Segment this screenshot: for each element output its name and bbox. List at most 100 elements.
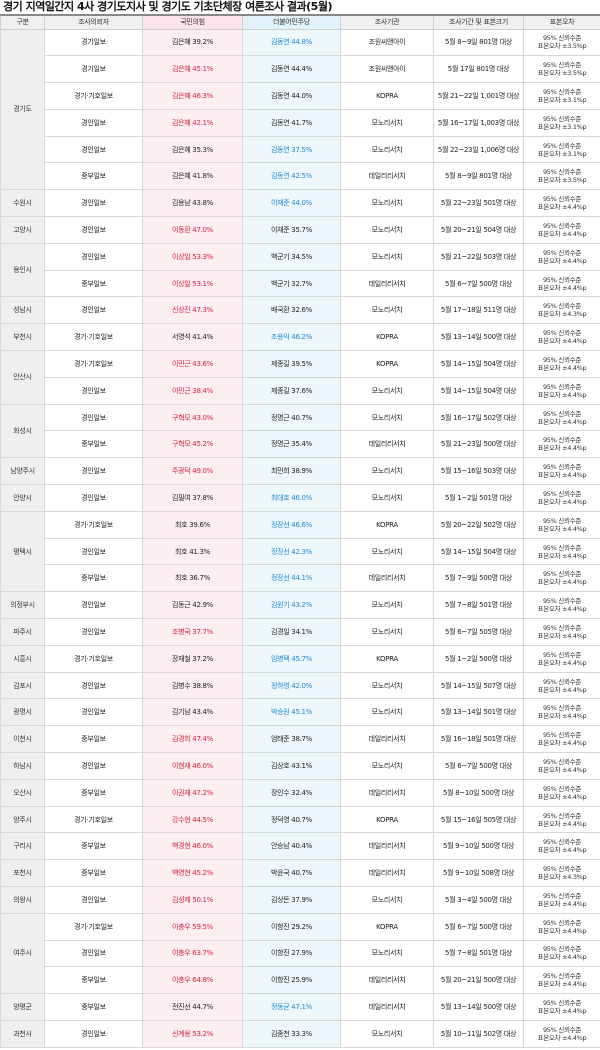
sampling-error: 표본오차 ±4.4%p <box>537 631 587 640</box>
sampling-error: 표본오차 ±4.4%p <box>537 1007 587 1016</box>
period-sample-cell: 5월 8~9일 801명 대상 <box>433 28 524 57</box>
table-row: 안산시 경기·기호일보 이민근 43.6% 제종길 39.5% KOPRA 5월 14~1… <box>0 350 600 405</box>
client-cell: 중부일보 <box>44 269 143 298</box>
sampling-error: 표본오차 ±4.4%p <box>537 685 587 694</box>
margin-of-error-cell: 95% 신뢰수준 표본오차 ±4.4%p <box>523 269 600 298</box>
confidence-level: 95% 신뢰수준 <box>542 463 582 472</box>
table-row: 구리시 중부일보 백경현 46.0% 안승남 40.4% 데일리리서치 5월 9~10일 … <box>0 832 600 861</box>
sampling-error: 표본오차 ±3.5%p <box>537 42 587 51</box>
margin-of-error-cell: 95% 신뢰수준 표본오차 ±4.4%p <box>523 457 600 486</box>
client-cell: 경인일보 <box>44 752 143 780</box>
agency-cell: 모노리서치 <box>340 752 434 780</box>
margin-of-error-cell: 95% 신뢰수준 표본오차 ±4.4%p <box>523 993 600 1021</box>
margin-of-error-cell: 95% 신뢰수준 표본오차 ±3.1%p <box>523 108 600 137</box>
client-cell: 경인일보 <box>44 939 143 968</box>
table-row: 성남시 경인일보 신상진 47.3% 배국환 32.6% 모노리서치 5월 17~18일 … <box>0 296 600 325</box>
region-cell: 김포시 <box>0 671 45 700</box>
confidence-level: 95% 신뢰수준 <box>542 999 582 1008</box>
client-cell: 중부일보 <box>44 993 143 1021</box>
region-cell: 하남시 <box>0 752 45 780</box>
sampling-error: 표본오차 ±4.4%p <box>537 953 587 962</box>
margin-of-error-cell: 95% 신뢰수준 표본오차 ±4.4%p <box>523 805 600 834</box>
ppp-candidate-cell: 백영현 45.2% <box>142 859 243 887</box>
confidence-level: 95% 신뢰수준 <box>542 195 582 204</box>
democratic-candidate-cell: 김원기 43.2% <box>242 591 341 620</box>
margin-of-error-cell: 95% 신뢰수준 표본오차 ±3.1%p <box>523 82 600 110</box>
region-cell: 오산시 <box>0 778 45 807</box>
sampling-error: 표본오차 ±4.4%p <box>537 739 587 748</box>
client-cell: 경인일보 <box>44 457 143 486</box>
sampling-error: 표본오차 ±3.1%p <box>537 95 587 104</box>
region-cell: 시흥시 <box>0 644 45 673</box>
confidence-level: 95% 신뢰수준 <box>542 891 582 900</box>
agency-cell: 모노리서치 <box>340 242 434 271</box>
sampling-error: 표본오차 ±4.4%p <box>537 712 587 721</box>
table-row: 과천시 경인일보 신계용 53.2% 김종천 33.3% 모노리서치 5월 10~11일 … <box>0 1019 600 1048</box>
client-cell: 경인일보 <box>44 108 143 137</box>
agency-cell: 모노리서치 <box>340 457 434 486</box>
margin-of-error-cell: 95% 신뢰수준 표본오차 ±4.4%p <box>523 350 600 378</box>
period-sample-cell: 5월 22~23일 1,006명 대상 <box>433 135 524 164</box>
header-ppp: 국민의힘 <box>142 14 243 30</box>
table-row: 경기·기호일보 김은혜 46.3% 김동연 44.0% KOPRA 5월 21~22일 … <box>1 82 600 110</box>
period-sample-cell: 5월 16~18일 501명 대상 <box>433 725 524 754</box>
region-cell: 경기도 <box>0 28 45 191</box>
sampling-error: 표본오차 ±4.4%p <box>537 417 587 426</box>
region-cell: 의왕시 <box>0 886 45 914</box>
ppp-candidate-cell: 최호 39.6% <box>142 510 243 539</box>
period-sample-cell: 5월 17~18일 511명 대상 <box>433 296 524 325</box>
confidence-level: 95% 신뢰수준 <box>542 302 582 311</box>
client-cell: 경기·기호일보 <box>44 510 143 539</box>
client-cell: 중부일보 <box>44 778 143 807</box>
ppp-candidate-cell: 이상일 53.1% <box>142 269 243 298</box>
agency-cell: 데일리리서치 <box>340 430 434 459</box>
table-row: 중부일보 김은혜 41.8% 김동연 42.5% 데일리리서치 5월 8~9일 801명… <box>1 162 600 191</box>
democratic-candidate-cell: 최대호 46.0% <box>242 484 341 512</box>
margin-of-error-cell: 95% 신뢰수준 표본오차 ±3.5%p <box>523 55 600 84</box>
margin-of-error-cell: 95% 신뢰수준 표본오차 ±4.4%p <box>523 618 600 646</box>
table-row: 경인일보 김은혜 35.3% 김동연 37.5% 모노리서치 5월 22~23일 1,0… <box>1 135 600 164</box>
client-cell: 경인일보 <box>44 189 143 218</box>
ppp-candidate-cell: 이민근 38.4% <box>142 376 243 405</box>
period-sample-cell: 5월 6~7일 505명 대상 <box>433 618 524 646</box>
ppp-candidate-cell: 김병수 38.8% <box>142 671 243 700</box>
region-cell: 여주시 <box>0 912 45 995</box>
sampling-error: 표본오차 ±4.4%p <box>537 899 587 908</box>
democratic-candidate-cell: 이항진 27.9% <box>242 939 341 968</box>
confidence-level: 95% 신뢰수준 <box>542 1025 582 1034</box>
client-cell: 경인일보 <box>44 376 143 405</box>
democratic-candidate-cell: 정동균 47.1% <box>242 993 341 1021</box>
period-sample-cell: 5월 21~22일 503명 대상 <box>433 242 524 271</box>
democratic-candidate-cell: 배국환 32.6% <box>242 296 341 325</box>
table-row: 이천시 중부일보 김경희 47.4% 엄태준 38.7% 데일리리서치 5월 16~18일… <box>0 725 600 754</box>
period-sample-cell: 5월 14~15일 504명 대상 <box>433 350 524 378</box>
period-sample-cell: 5월 22~23일 501명 대상 <box>433 189 524 218</box>
ppp-candidate-cell: 김은혜 35.3% <box>142 135 243 164</box>
margin-of-error-cell: 95% 신뢰수준 표본오차 ±4.4%p <box>523 939 600 968</box>
sampling-error: 표본오차 ±3.5%p <box>537 176 587 185</box>
democratic-candidate-cell: 임병택 45.7% <box>242 644 341 673</box>
ppp-candidate-cell: 신계용 53.2% <box>142 1019 243 1048</box>
ppp-candidate-cell: 이충우 59.5% <box>142 912 243 941</box>
ppp-candidate-cell: 김은혜 42.1% <box>142 108 243 137</box>
region-cell: 구리시 <box>0 832 45 861</box>
democratic-candidate-cell: 이항진 29.2% <box>242 912 341 941</box>
democratic-candidate-cell: 최민희 38.9% <box>242 457 341 486</box>
table-body: 경기도 경기일보 김은혜 39.2% 김동연 44.8% 조원씨앤아이 5월 8~9일 8… <box>0 28 600 1048</box>
ppp-candidate-cell: 이민근 43.6% <box>142 350 243 378</box>
client-cell: 경인일보 <box>44 135 143 164</box>
ppp-candidate-cell: 장재철 37.2% <box>142 644 243 673</box>
sampling-error: 표본오차 ±4.4%p <box>537 524 587 533</box>
agency-cell: 데일리리서치 <box>340 162 434 191</box>
table-row: 경기일보 김은혜 45.1% 김동연 44.4% 조원씨앤아이 5월 17일 801명 … <box>1 55 600 84</box>
period-sample-cell: 5월 6~7일 500명 대상 <box>433 269 524 298</box>
period-sample-cell: 5월 7~8일 501명 대상 <box>433 939 524 968</box>
confidence-level: 95% 신뢰수준 <box>542 757 582 766</box>
region-cell: 과천시 <box>0 1019 45 1048</box>
ppp-candidate-cell: 서영석 41.4% <box>142 323 243 352</box>
region-cell: 평택시 <box>0 510 45 593</box>
header-margin-of-error: 표본오차 <box>523 14 600 30</box>
democratic-candidate-cell: 김동연 44.4% <box>242 55 341 84</box>
democratic-candidate-cell: 정장선 46.6% <box>242 510 341 539</box>
ppp-candidate-cell: 백경현 46.0% <box>142 832 243 861</box>
